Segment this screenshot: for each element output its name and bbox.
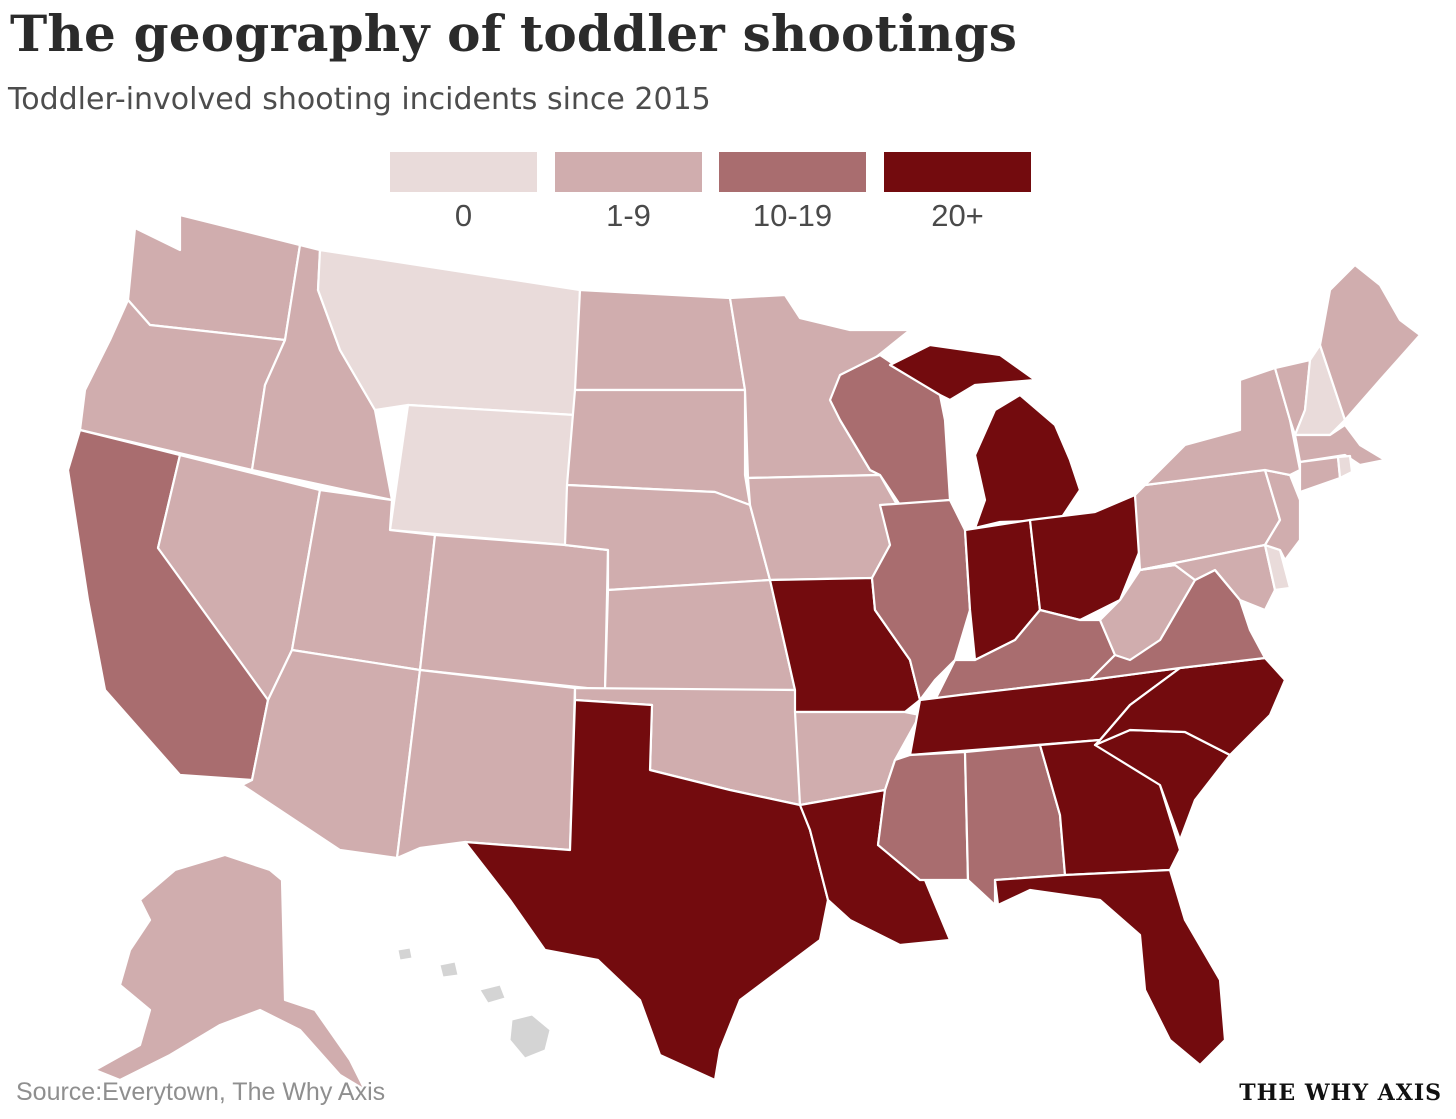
legend-label-20-plus: 20+ xyxy=(931,198,984,233)
state-ri xyxy=(1336,454,1354,480)
legend-item-0: 0 xyxy=(390,152,537,234)
state-ia xyxy=(746,473,902,582)
legend-label-1-9: 1-9 xyxy=(606,198,651,233)
legend-label-10-19: 10-19 xyxy=(752,198,833,233)
legend-item-10-19: 10-19 xyxy=(719,152,866,234)
hawaii-oahu xyxy=(439,961,459,978)
legend: 0 1-9 10-19 20+ xyxy=(390,152,1035,242)
brand-logo: THE WHY AXIS xyxy=(1239,1080,1442,1106)
legend-swatch-1-9 xyxy=(555,152,702,192)
state-nd xyxy=(573,288,747,392)
state-mi-lower xyxy=(973,393,1082,530)
state-ny xyxy=(1143,366,1302,487)
legend-item-20-plus: 20+ xyxy=(884,152,1031,234)
state-me xyxy=(1318,263,1422,422)
legend-item-1-9: 1-9 xyxy=(555,152,702,234)
state-nj xyxy=(1263,468,1302,562)
state-nc xyxy=(1093,656,1287,757)
source-note: Source:Everytown, The Why Axis xyxy=(16,1078,386,1106)
state-ak xyxy=(93,853,367,1092)
state-wy xyxy=(388,403,577,547)
legend-swatch-20-plus xyxy=(884,152,1031,192)
legend-swatch-10-19 xyxy=(719,152,866,192)
state-il xyxy=(870,498,972,702)
state-ct xyxy=(1298,455,1342,494)
state-hi xyxy=(397,947,551,1059)
chart-title: The geography of toddler shootings xyxy=(10,4,1018,63)
hawaii-big-island xyxy=(509,1014,551,1059)
state-ks xyxy=(603,578,797,692)
state-co xyxy=(418,533,610,692)
chart-subtitle: Toddler-involved shooting incidents sinc… xyxy=(8,82,711,117)
state-wa xyxy=(126,213,302,342)
state-fl xyxy=(993,868,1227,1067)
legend-label-0: 0 xyxy=(454,198,473,233)
state-nm xyxy=(395,668,577,860)
hawaii-maui xyxy=(479,984,506,1004)
state-tx xyxy=(463,698,830,1082)
legend-swatch-0 xyxy=(390,152,537,192)
hawaii-kauai xyxy=(397,947,413,961)
state-mi xyxy=(888,343,1037,402)
